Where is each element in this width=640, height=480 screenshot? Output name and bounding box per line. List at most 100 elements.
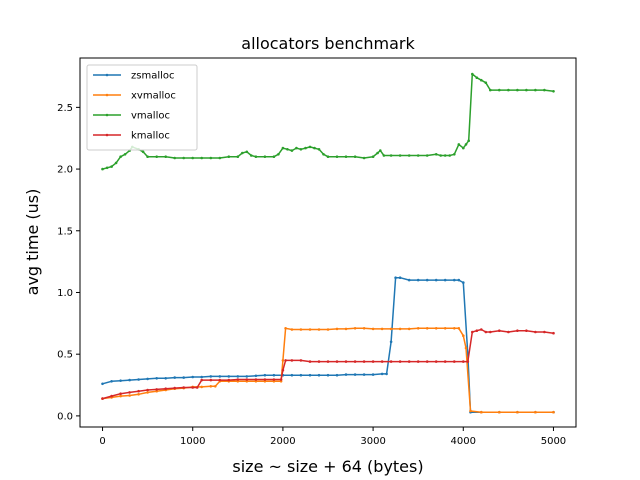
data-point: [534, 88, 537, 92]
data-point: [407, 278, 411, 282]
data-point: [480, 410, 483, 414]
data-point: [299, 328, 303, 331]
data-point: [299, 373, 303, 377]
data-point: [191, 386, 194, 389]
data-point: [304, 146, 307, 150]
data-point: [407, 154, 411, 157]
data-point: [173, 386, 176, 390]
data-point: [389, 154, 393, 157]
data-point: [389, 327, 393, 331]
legend-item: zsmalloc: [93, 71, 175, 82]
data-point: [498, 410, 501, 414]
data-point: [272, 373, 276, 377]
data-point: [471, 72, 474, 76]
data-point: [398, 360, 402, 363]
data-point: [281, 146, 285, 150]
data-point: [245, 150, 249, 154]
legend-item: xvmalloc: [93, 91, 176, 102]
data-point: [398, 154, 402, 157]
data-point: [146, 388, 149, 392]
data-point: [218, 375, 222, 378]
data-point: [241, 151, 244, 155]
data-point: [462, 334, 465, 338]
data-point: [379, 149, 382, 152]
data-point: [263, 378, 267, 381]
data-point: [448, 154, 452, 157]
data-point: [439, 154, 443, 157]
data-point: [101, 167, 104, 171]
data-point: [353, 373, 357, 376]
data-point: [191, 375, 194, 379]
data-point: [425, 327, 429, 330]
data-point: [385, 372, 388, 376]
data-point: [335, 327, 339, 331]
data-point: [543, 88, 546, 92]
data-point: [263, 380, 267, 383]
data-point: [353, 360, 357, 363]
data-point: [317, 148, 321, 151]
legend-label: xvmalloc: [131, 91, 176, 102]
y-tick-label: 0.0: [57, 411, 73, 422]
data-point: [284, 327, 287, 330]
legend-marker: [105, 113, 109, 117]
data-point: [279, 378, 283, 381]
legend-marker: [105, 73, 109, 77]
data-point: [462, 281, 465, 284]
data-point: [110, 394, 113, 398]
data-point: [250, 154, 253, 157]
data-point: [326, 328, 330, 331]
y-tick-label: 2.0: [57, 165, 73, 176]
data-point: [209, 375, 213, 378]
data-point: [416, 278, 420, 282]
y-tick-label: 1.5: [57, 226, 73, 237]
plot-frame: [79, 57, 577, 428]
data-point: [464, 143, 468, 146]
data-point: [516, 329, 519, 333]
data-point: [128, 391, 131, 394]
data-point: [398, 276, 402, 280]
data-point: [200, 385, 203, 389]
data-point: [227, 378, 231, 382]
data-point: [353, 327, 357, 330]
data-point: [290, 373, 294, 377]
data-point: [290, 359, 294, 362]
data-point: [453, 327, 456, 330]
data-point: [344, 373, 348, 376]
data-point: [290, 328, 294, 331]
y-axis: 0.0 0.5 1.0 1.5 2.0 2.5: [57, 103, 80, 422]
data-point: [353, 155, 357, 158]
data-point: [146, 377, 149, 381]
data-point: [308, 360, 312, 363]
data-point: [200, 375, 203, 379]
data-point: [534, 410, 537, 414]
data-point: [434, 327, 438, 330]
data-point: [443, 278, 447, 282]
data-point: [376, 151, 379, 155]
data-point: [416, 360, 420, 363]
data-point: [362, 360, 366, 363]
x-tick-label: 2000: [270, 436, 295, 447]
data-point: [335, 360, 339, 363]
data-point: [471, 330, 474, 334]
data-point: [380, 360, 384, 363]
data-point: [236, 375, 240, 378]
data-point: [227, 155, 231, 158]
data-point: [516, 410, 519, 414]
data-point: [209, 156, 213, 160]
data-point: [443, 327, 447, 330]
data-point: [137, 393, 140, 396]
data-point: [119, 155, 122, 158]
data-point: [534, 330, 537, 334]
data-point: [462, 146, 465, 150]
data-point: [272, 378, 276, 381]
data-point: [552, 90, 555, 93]
data-point: [326, 360, 330, 363]
data-point: [284, 359, 287, 362]
data-point: [489, 330, 492, 334]
data-point: [457, 327, 461, 330]
data-point: [119, 379, 122, 383]
data-point: [389, 360, 393, 363]
x-tick-label: 5000: [541, 436, 566, 447]
data-point: [466, 360, 470, 363]
data-point: [141, 150, 145, 154]
